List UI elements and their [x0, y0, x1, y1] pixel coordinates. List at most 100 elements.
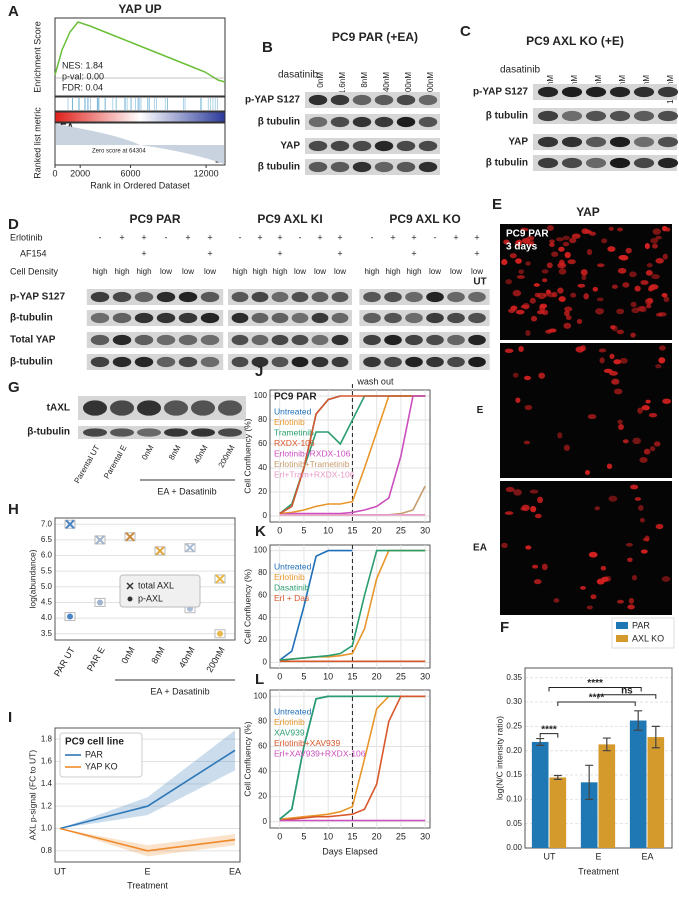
label: + [207, 232, 212, 242]
nucleus [584, 470, 591, 475]
band [609, 157, 631, 169]
nucleus [518, 269, 525, 275]
legend-label: Untreated [274, 561, 312, 571]
nucleus [618, 424, 624, 430]
plot-frame [54, 517, 236, 641]
band [330, 140, 350, 152]
band [426, 334, 444, 346]
annotation: **** [541, 724, 557, 735]
band [561, 110, 583, 122]
nucleus [512, 289, 522, 297]
x-tick-label: 6000 [121, 168, 141, 178]
nucleus [598, 348, 607, 353]
nucleus [533, 579, 542, 585]
nucleus [631, 574, 638, 581]
nucleus [590, 594, 597, 600]
y-tick-label: 0.15 [506, 770, 522, 779]
nucleus [646, 303, 652, 309]
nucleus [606, 463, 613, 470]
label: high [252, 267, 267, 276]
nucleus [643, 448, 651, 455]
label: p-YAP S127 [473, 87, 528, 98]
nucleus [565, 315, 572, 321]
nucleus [516, 239, 522, 246]
legend-label: AXL KO [632, 633, 664, 643]
legend-label: Erlotinib+XAV939 [274, 738, 341, 748]
label: + [277, 248, 282, 258]
label: + [474, 248, 479, 258]
label: EA [473, 543, 487, 554]
x-tick-label: 10 [323, 831, 333, 841]
band [200, 356, 220, 368]
enrichment-curve [54, 21, 226, 83]
x-axis-label: Treatment [127, 880, 168, 890]
label: low [204, 267, 216, 276]
legend-label: Untreated [274, 706, 312, 716]
band [405, 334, 423, 346]
label: PC9 PAR [129, 212, 180, 226]
band [291, 312, 309, 324]
label: Cell Confluency (%) [242, 721, 252, 796]
nucleus [617, 227, 623, 232]
label: D [8, 216, 19, 233]
point [217, 630, 223, 637]
label: PC9 PAR [274, 392, 317, 403]
band [352, 94, 372, 106]
nucleus [611, 284, 618, 289]
nucleus [564, 310, 570, 317]
rank-gradient [54, 111, 226, 123]
sig-bracket [548, 686, 642, 692]
label: low [160, 267, 172, 276]
label: β-tubulin [10, 357, 53, 368]
nucleus [644, 243, 650, 250]
y-tick-label: 6.5 [41, 535, 53, 544]
band [561, 86, 583, 98]
annotation: ns [621, 685, 633, 696]
nucleus [504, 511, 514, 515]
band [164, 400, 188, 416]
band [251, 334, 269, 346]
point [95, 535, 105, 545]
nucleus [662, 253, 668, 260]
label: Enrichment Score [32, 21, 42, 93]
x-tick-label: 30 [420, 831, 430, 841]
legend-label: Erl+XAV939+RXDX-106 [274, 748, 366, 758]
micrograph [500, 343, 672, 478]
x-tick-label: 20 [372, 831, 382, 841]
band [609, 86, 631, 98]
band [218, 428, 242, 437]
x-tick-label: 10 [323, 671, 333, 681]
band [418, 161, 438, 173]
box [214, 574, 226, 584]
label: high [406, 267, 421, 276]
band [657, 86, 679, 98]
nucleus [541, 269, 549, 274]
nucleus [597, 263, 605, 268]
band [311, 312, 329, 324]
error-bar [585, 764, 594, 800]
plot-frame [269, 689, 431, 829]
label: - [434, 232, 437, 242]
y-tick-label: 0.30 [506, 697, 522, 706]
band [164, 428, 188, 437]
sig-bracket [597, 694, 657, 699]
x-tick-label: 0 [52, 168, 57, 178]
x-tick-label: 15 [347, 671, 357, 681]
x-tick-label: 30 [420, 671, 430, 681]
band [352, 161, 372, 173]
box [94, 597, 106, 607]
band [384, 312, 402, 324]
error-bar [602, 737, 611, 752]
band [537, 136, 559, 148]
legend-label: total AXL [138, 580, 174, 590]
nucleus [505, 486, 515, 493]
legend-label: Erlotinib [274, 572, 305, 582]
band [405, 356, 423, 368]
y-tick-label: 100 [254, 691, 268, 700]
y-tick-label: 80 [258, 568, 267, 577]
nucleus [637, 504, 644, 511]
band [609, 136, 631, 148]
nucleus [661, 293, 668, 298]
label: dasatinib [500, 65, 540, 76]
